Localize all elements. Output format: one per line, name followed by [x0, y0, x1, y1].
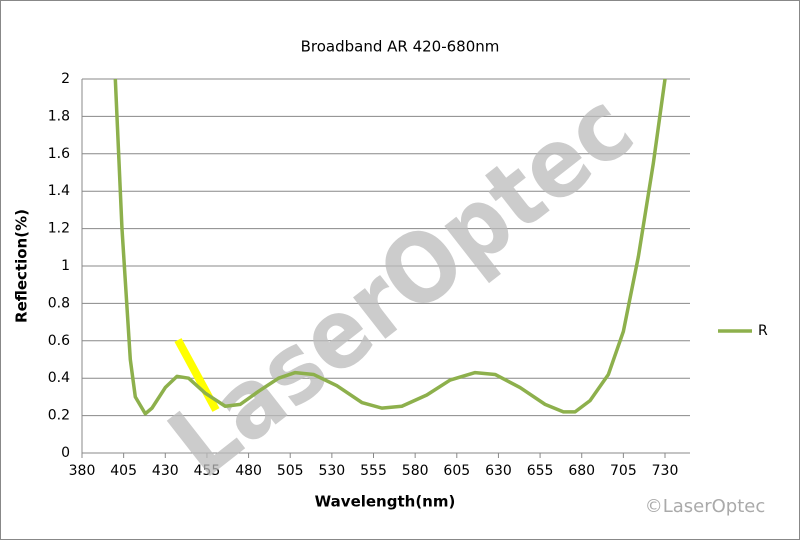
y-tick-label: 0.8 — [48, 295, 70, 311]
copyright: ©LaserOptec — [645, 496, 766, 517]
y-tick-label: 0.6 — [48, 333, 70, 349]
x-tick-label: 430 — [152, 463, 179, 479]
y-tick-label: 2 — [61, 71, 70, 87]
x-tick-label: 605 — [443, 463, 470, 479]
y-tick-label: 0.4 — [48, 370, 70, 386]
x-tick-label: 405 — [110, 463, 137, 479]
x-axis-label: Wavelength(nm) — [315, 493, 456, 511]
x-tick-label: 480 — [235, 463, 262, 479]
y-tick-label: 1.6 — [48, 146, 70, 162]
x-tick-label: 530 — [318, 463, 345, 479]
y-tick-label: 1.8 — [48, 108, 70, 124]
x-tick-label: 730 — [652, 463, 679, 479]
data-line — [113, 78, 667, 416]
x-tick-label: 680 — [568, 463, 595, 479]
y-axis-label: Reflection(%) — [13, 209, 31, 323]
x-tick-label: 580 — [402, 463, 429, 479]
x-tick-label: 380 — [69, 463, 96, 479]
y-tick-label: 0.2 — [48, 408, 70, 424]
x-tick-label: 705 — [610, 463, 637, 479]
x-tick-label: 630 — [485, 463, 512, 479]
highlight — [174, 338, 220, 412]
x-tick-label: 555 — [360, 463, 387, 479]
legend-label: R — [758, 323, 768, 339]
y-tick-label: 1.4 — [48, 183, 70, 199]
y-tick-label: 0 — [61, 445, 70, 461]
chart-title: Broadband AR 420-680nm — [301, 38, 500, 56]
x-tick-label: 655 — [527, 463, 554, 479]
x-tick-label: 505 — [277, 463, 304, 479]
y-tick-label: 1.2 — [48, 221, 70, 237]
x-tick-label: 455 — [194, 463, 221, 479]
y-tick-label: 1 — [61, 258, 70, 274]
